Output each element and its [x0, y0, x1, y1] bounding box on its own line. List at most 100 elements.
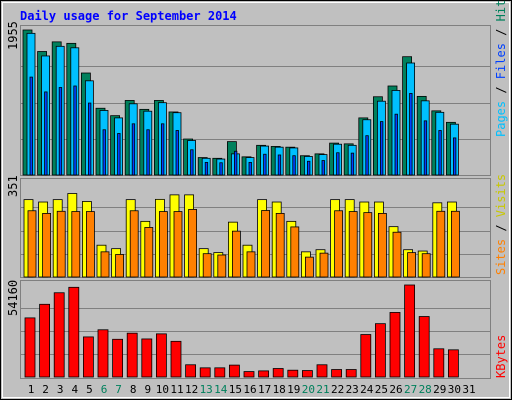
bar-kbytes-day-12	[186, 365, 196, 377]
x-tick-label-day-12: 12	[185, 383, 198, 396]
bar-sites-day-26	[393, 232, 401, 277]
x-tick-label-day-28: 28	[419, 383, 432, 396]
bar-files-day-9	[147, 130, 150, 175]
bar-kbytes-day-23	[346, 370, 356, 377]
x-tick-label-day-27: 27	[404, 383, 417, 396]
x-tick-label-day-25: 25	[375, 383, 388, 396]
bar-sites-day-23	[349, 212, 357, 277]
bar-sites-day-12	[189, 209, 197, 277]
visits-panel-legend: Sites / Visits	[494, 174, 508, 275]
hits-panel-ymax-label: 1955	[6, 21, 20, 50]
bar-files-day-18	[278, 155, 281, 175]
bar-files-day-22	[337, 153, 340, 175]
x-tick-label-day-6: 6	[101, 383, 108, 396]
x-tick-label-day-13: 13	[200, 383, 213, 396]
legend-kbytes: KBytes	[494, 335, 508, 378]
x-tick-label-day-21: 21	[316, 383, 329, 396]
x-tick-label-day-14: 14	[214, 383, 228, 396]
x-tick-label-day-17: 17	[258, 383, 271, 396]
bar-kbytes-day-22	[332, 370, 342, 377]
x-tick-label-day-31: 31	[462, 383, 475, 396]
legend-visits: Visits	[494, 174, 508, 217]
bar-kbytes-day-28	[419, 317, 429, 377]
kbytes-panel-ymax-label: 54160	[6, 280, 20, 316]
bar-files-day-5	[88, 103, 91, 175]
bar-kbytes-day-17	[259, 371, 269, 377]
legend-sites: Sites	[494, 239, 508, 275]
x-tick-label-day-7: 7	[115, 383, 122, 396]
bar-sites-day-7	[116, 254, 124, 277]
x-tick-label-day-19: 19	[287, 383, 300, 396]
bar-files-day-7	[118, 133, 121, 175]
bar-files-day-4	[74, 86, 77, 175]
x-tick-label-day-29: 29	[433, 383, 446, 396]
x-tick-label-day-5: 5	[86, 383, 93, 396]
bar-sites-day-8	[130, 211, 138, 277]
bar-sites-day-25	[378, 213, 386, 277]
bar-files-day-8	[132, 124, 135, 175]
bar-kbytes-day-6	[98, 330, 108, 377]
bar-files-day-24	[366, 136, 369, 175]
bar-sites-day-13	[203, 254, 211, 277]
bar-sites-day-2	[43, 213, 51, 277]
bar-sites-day-10	[159, 212, 167, 277]
x-tick-label-day-30: 30	[448, 383, 461, 396]
x-tick-label-day-23: 23	[346, 383, 359, 396]
bar-sites-day-14	[218, 255, 226, 277]
legend-files: Files	[494, 43, 508, 79]
bar-files-day-11	[176, 130, 179, 175]
bar-files-day-6	[103, 130, 106, 175]
bar-files-day-17	[264, 154, 267, 175]
bar-kbytes-day-4	[69, 287, 79, 377]
bar-sites-day-22	[335, 211, 343, 277]
bar-kbytes-day-27	[405, 285, 415, 377]
bar-sites-day-4	[72, 212, 80, 277]
bar-sites-day-20	[305, 257, 313, 277]
bar-files-day-26	[395, 114, 398, 175]
x-tick-label-day-26: 26	[389, 383, 402, 396]
bar-kbytes-day-25	[375, 324, 385, 377]
x-tick-label-day-15: 15	[229, 383, 242, 396]
bar-files-day-1	[30, 77, 33, 175]
bar-files-day-20	[307, 161, 310, 175]
bar-sites-day-24	[364, 213, 372, 277]
bar-files-day-12	[191, 150, 194, 175]
x-tick-label-day-2: 2	[42, 383, 49, 396]
bar-files-day-21	[322, 161, 325, 175]
bar-sites-day-27	[408, 253, 416, 277]
bar-kbytes-day-20	[302, 371, 312, 377]
bar-kbytes-day-18	[273, 369, 283, 377]
bar-files-day-15	[234, 151, 237, 175]
x-tick-label-day-20: 20	[302, 383, 315, 396]
bar-files-day-10	[161, 124, 164, 175]
bar-sites-day-15	[232, 231, 240, 277]
bar-sites-day-5	[86, 212, 94, 277]
bar-files-day-29	[439, 130, 442, 175]
legend-pages: Pages	[494, 101, 508, 137]
x-tick-label-day-11: 11	[170, 383, 183, 396]
x-tick-label-day-9: 9	[144, 383, 151, 396]
bar-sites-day-18	[276, 213, 284, 277]
x-tick-label-day-24: 24	[360, 383, 374, 396]
bar-kbytes-day-11	[171, 341, 181, 377]
bar-kbytes-day-24	[361, 335, 371, 377]
legend-hits: Hits	[494, 0, 508, 21]
x-tick-label-day-16: 16	[243, 383, 256, 396]
x-tick-label-day-1: 1	[28, 383, 35, 396]
x-tick-label-day-18: 18	[273, 383, 286, 396]
bar-kbytes-day-7	[113, 339, 123, 377]
bar-kbytes-day-29	[434, 349, 444, 377]
bar-files-day-13	[205, 162, 208, 175]
bar-sites-day-17	[262, 210, 270, 277]
bar-kbytes-day-15	[229, 365, 239, 377]
bar-kbytes-day-19	[288, 370, 298, 377]
bar-sites-day-11	[174, 212, 182, 277]
bar-kbytes-day-10	[156, 334, 166, 377]
bar-kbytes-day-21	[317, 365, 327, 377]
bar-files-day-2	[45, 92, 48, 175]
bar-kbytes-day-5	[83, 337, 93, 377]
bar-sites-day-6	[101, 252, 109, 277]
bar-kbytes-day-16	[244, 372, 254, 377]
bar-files-day-30	[453, 138, 456, 175]
x-tick-label-day-3: 3	[57, 383, 64, 396]
